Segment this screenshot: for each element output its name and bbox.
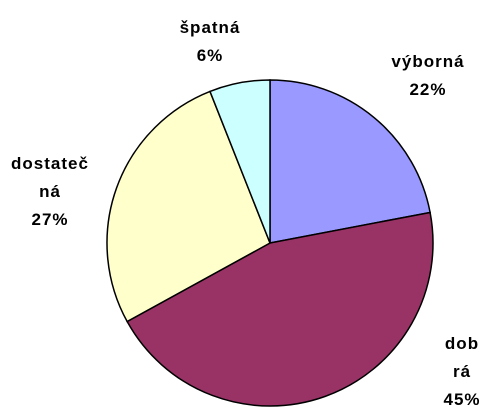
pie-slice <box>269 79 431 244</box>
value-label: 45% <box>443 390 481 409</box>
slice-label: špatná 6% <box>180 14 241 70</box>
value-label: 6% <box>196 46 224 65</box>
value-label: 22% <box>409 80 447 99</box>
slice-label: výborná 22% <box>391 48 464 104</box>
pie-slice <box>126 211 434 407</box>
category-label: dostatečná <box>11 154 89 201</box>
category-label: dobrá <box>444 334 480 381</box>
pie-slice <box>209 79 271 244</box>
slice-label: dostatečná 27% <box>11 150 89 234</box>
category-label: výborná <box>391 52 465 71</box>
pie-slice <box>106 90 271 323</box>
category-label: špatná <box>179 18 241 37</box>
slice-label: dobrá 45% <box>442 330 482 411</box>
value-label: 27% <box>31 210 69 229</box>
